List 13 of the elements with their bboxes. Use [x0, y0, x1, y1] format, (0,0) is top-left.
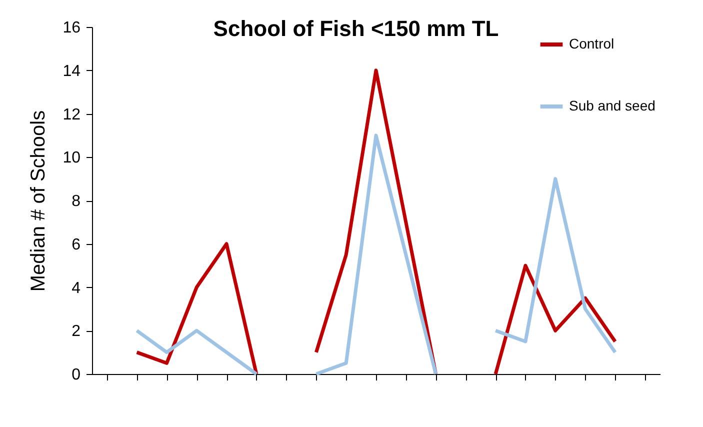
legend-label: Sub and seed	[569, 98, 656, 114]
y-tick-label: 14	[62, 62, 81, 80]
y-tick-label: 0	[72, 366, 81, 384]
y-tick-label: 2	[72, 323, 81, 340]
y-tick-label: 12	[62, 106, 81, 124]
y-tick-label: 4	[72, 280, 81, 297]
legend-label: Control	[569, 36, 614, 52]
y-tick-label: 8	[72, 193, 81, 210]
y-tick-label: 16	[62, 20, 81, 36]
y-tick-label: 10	[62, 150, 81, 167]
chart-title: School of Fish <150 mm TL	[213, 16, 499, 41]
y-tick-label: 6	[72, 236, 81, 254]
y-axis-title: Median # of Schools	[28, 110, 50, 292]
